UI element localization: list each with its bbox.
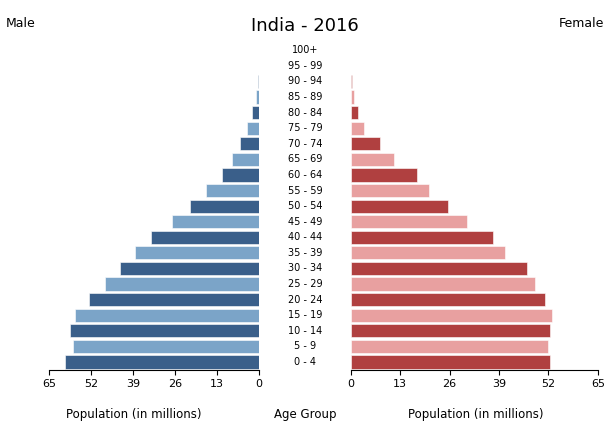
Text: Female: Female — [559, 17, 604, 30]
Text: 0 - 4: 0 - 4 — [294, 357, 316, 367]
Text: 70 - 74: 70 - 74 — [288, 139, 322, 149]
Bar — [351, 293, 545, 306]
Bar — [351, 91, 354, 104]
Text: 95 - 99: 95 - 99 — [288, 61, 322, 71]
Bar — [89, 293, 259, 306]
Bar — [135, 246, 259, 260]
Bar — [351, 246, 504, 260]
Bar — [258, 75, 259, 88]
Text: 40 - 44: 40 - 44 — [288, 232, 322, 242]
Bar — [247, 122, 259, 135]
Bar — [252, 106, 259, 119]
Bar — [351, 355, 550, 368]
Bar — [351, 278, 535, 291]
Bar — [351, 184, 429, 197]
Text: India - 2016: India - 2016 — [251, 17, 359, 35]
Text: 75 - 79: 75 - 79 — [288, 123, 322, 133]
Text: 25 - 29: 25 - 29 — [288, 279, 322, 289]
Text: 30 - 34: 30 - 34 — [288, 264, 322, 273]
Text: 80 - 84: 80 - 84 — [288, 108, 322, 118]
Bar — [106, 278, 259, 291]
Text: 90 - 94: 90 - 94 — [288, 76, 322, 86]
Bar — [351, 324, 550, 337]
Text: 20 - 24: 20 - 24 — [288, 295, 322, 305]
Bar — [222, 168, 259, 181]
Bar — [74, 309, 259, 322]
Bar — [256, 91, 259, 104]
Text: 55 - 59: 55 - 59 — [288, 186, 322, 196]
Bar — [351, 309, 552, 322]
Bar — [351, 215, 467, 228]
Bar — [351, 340, 548, 353]
Text: 15 - 19: 15 - 19 — [288, 310, 322, 320]
Bar — [240, 137, 259, 150]
Bar — [73, 340, 259, 353]
Bar — [351, 199, 448, 213]
Bar — [351, 153, 395, 166]
Text: 60 - 64: 60 - 64 — [288, 170, 322, 180]
Bar — [65, 355, 259, 368]
Bar — [232, 153, 259, 166]
Bar — [351, 137, 381, 150]
Text: 35 - 39: 35 - 39 — [288, 248, 322, 258]
Text: Male: Male — [6, 17, 36, 30]
Text: 10 - 14: 10 - 14 — [288, 326, 322, 336]
Bar — [190, 199, 259, 213]
Text: Population (in millions): Population (in millions) — [408, 408, 544, 421]
Bar — [120, 262, 259, 275]
Text: 85 - 89: 85 - 89 — [288, 92, 322, 102]
Bar — [70, 324, 259, 337]
Text: Population (in millions): Population (in millions) — [66, 408, 202, 421]
Bar — [351, 122, 364, 135]
Bar — [206, 184, 259, 197]
Text: 50 - 54: 50 - 54 — [288, 201, 322, 211]
Bar — [351, 106, 358, 119]
Bar — [351, 168, 417, 181]
Bar — [151, 231, 259, 244]
Text: 45 - 49: 45 - 49 — [288, 217, 322, 227]
Bar — [172, 215, 259, 228]
Text: Age Group: Age Group — [274, 408, 336, 421]
Bar — [351, 262, 528, 275]
Bar — [351, 231, 493, 244]
Text: 65 - 69: 65 - 69 — [288, 154, 322, 164]
Text: 5 - 9: 5 - 9 — [294, 341, 316, 351]
Text: 100+: 100+ — [292, 45, 318, 55]
Bar — [351, 75, 352, 88]
